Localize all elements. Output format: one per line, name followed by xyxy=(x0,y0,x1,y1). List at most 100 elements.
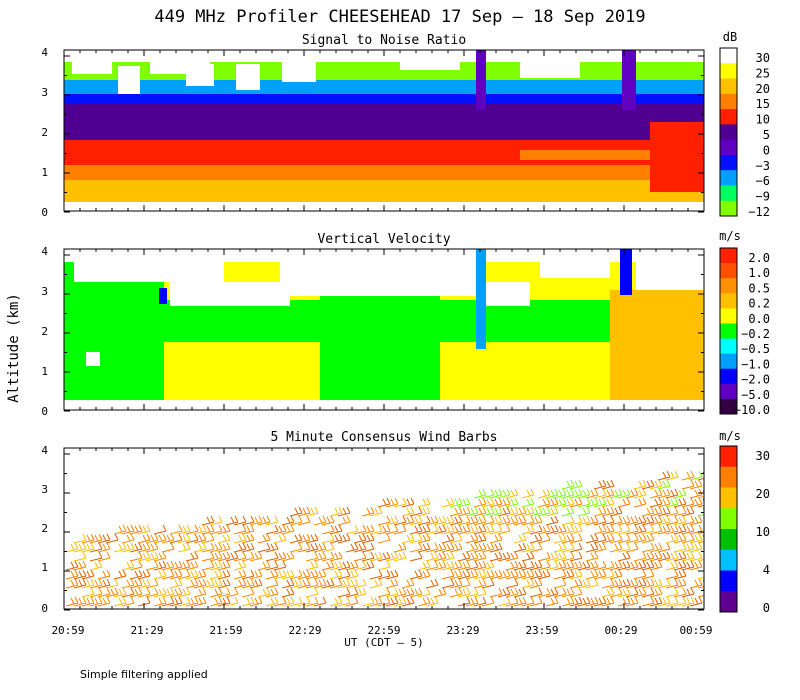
wind-barb xyxy=(689,470,703,481)
wind-barb xyxy=(625,587,639,598)
wind-barb xyxy=(377,560,391,571)
wind-barb xyxy=(529,515,543,526)
colorbar-frame xyxy=(719,247,738,415)
wind-barb xyxy=(553,578,567,589)
wind-barb xyxy=(289,542,303,553)
wind-barb xyxy=(233,542,247,553)
colorbar-swatch xyxy=(720,368,737,385)
wind-barb xyxy=(153,587,167,598)
wind-barb xyxy=(681,596,695,607)
colorbar-frame xyxy=(719,47,738,217)
wind-barb xyxy=(569,551,583,562)
wind-barb xyxy=(473,533,487,544)
wind-barb xyxy=(305,560,319,571)
colorbar-wind-swatches: 30 20 10 4 0 xyxy=(719,445,770,615)
wind-barb xyxy=(649,560,663,571)
wind-barb xyxy=(361,551,375,562)
wind-barb xyxy=(161,542,175,553)
wind-barb xyxy=(89,560,103,571)
y-tick-label: 3 xyxy=(41,86,48,99)
wind-barb xyxy=(425,596,439,607)
wind-barb xyxy=(617,551,631,562)
wind-barb xyxy=(521,560,535,571)
wind-barb xyxy=(593,533,607,544)
wind-barb xyxy=(489,515,503,526)
wind-barb xyxy=(233,533,247,544)
wind-barb xyxy=(425,524,439,535)
wind-barb xyxy=(217,533,231,544)
wind-barb xyxy=(657,551,671,562)
x-tick-label: 21:29 xyxy=(130,624,163,637)
wind-barb xyxy=(273,551,287,562)
wind-barb xyxy=(609,587,623,598)
wind-barb xyxy=(369,578,383,589)
wind-barb xyxy=(417,587,431,598)
wind-barb xyxy=(553,551,567,562)
wind-barb xyxy=(609,560,623,571)
wind-barb xyxy=(689,479,703,490)
y-tick-label: 0 xyxy=(41,602,48,615)
wind-barb xyxy=(649,542,663,553)
wind-barb xyxy=(457,560,471,571)
wind-barb xyxy=(201,560,215,571)
wind-barb xyxy=(425,515,439,526)
wind-barb xyxy=(129,551,143,562)
wind-barb xyxy=(681,479,695,490)
wind-barb xyxy=(593,515,607,526)
wind-barb xyxy=(641,479,655,490)
wind-barb xyxy=(505,551,519,562)
x-tick-label: 23:29 xyxy=(446,624,479,637)
wind-barb xyxy=(569,587,583,598)
wind-barb xyxy=(585,497,599,508)
wind-barb xyxy=(465,560,479,571)
wind-barb xyxy=(121,560,135,571)
wind-barb xyxy=(209,596,223,607)
wind-barb xyxy=(673,524,687,535)
y-tick-label: 1 xyxy=(41,561,48,574)
wind-barb xyxy=(273,560,287,571)
snr-band-yellow-orange xyxy=(64,180,704,202)
wind-barb xyxy=(297,542,311,553)
wind-barb xyxy=(441,560,455,571)
wind-barb xyxy=(497,515,511,526)
wind-barb xyxy=(185,524,199,535)
wind-barb xyxy=(305,506,319,517)
x-axis-label: UT (CDT – 5) xyxy=(344,636,423,649)
colorbar-swatch xyxy=(720,124,737,141)
vv-blue-streak-1 xyxy=(159,288,167,304)
wind-barb xyxy=(641,569,655,580)
colorbar-swatch xyxy=(720,154,737,171)
wind-barb xyxy=(153,596,167,607)
colorbar-unit-vv: m/s xyxy=(719,229,741,243)
wind-barb xyxy=(265,542,279,553)
colorbar-swatch xyxy=(720,529,737,551)
snr-red-late xyxy=(650,122,704,192)
y-tick-label: 4 xyxy=(41,46,48,59)
wind-barb xyxy=(537,587,551,598)
colorbar-swatch xyxy=(720,139,737,156)
wind-barb xyxy=(337,578,351,589)
wind-barb xyxy=(649,479,663,490)
wind-barb xyxy=(505,578,519,589)
wind-barb xyxy=(569,569,583,580)
wind-barb xyxy=(657,506,671,517)
wind-barb xyxy=(473,497,487,508)
colorbar-tick-label: 0.2 xyxy=(748,297,770,311)
wind-barb xyxy=(161,587,175,598)
y-axis-label: Altitude (km) xyxy=(6,293,22,403)
colorbar-swatch xyxy=(720,487,737,509)
wind-barb xyxy=(225,515,239,526)
wind-barb xyxy=(633,479,647,490)
wind-barb xyxy=(681,587,695,598)
wind-barb xyxy=(489,533,503,544)
wind-barb xyxy=(609,578,623,589)
colorbar-swatch xyxy=(720,248,737,264)
wind-barb xyxy=(89,542,103,553)
wind-barb xyxy=(137,569,151,580)
colorbar-swatch xyxy=(720,78,737,95)
wind-barb xyxy=(553,569,567,580)
wind-barb xyxy=(225,551,239,562)
wind-barb xyxy=(369,569,383,580)
y-tick-label: 4 xyxy=(41,245,48,258)
wind-barb xyxy=(201,551,215,562)
